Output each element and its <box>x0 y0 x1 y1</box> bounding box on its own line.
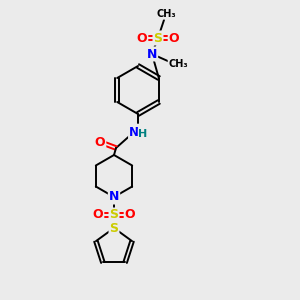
Text: S: S <box>154 32 163 44</box>
Text: N: N <box>147 47 157 61</box>
Text: O: O <box>125 208 135 221</box>
Text: O: O <box>93 208 103 221</box>
Text: O: O <box>169 32 179 44</box>
Text: CH₃: CH₃ <box>168 59 188 69</box>
Text: N: N <box>129 125 139 139</box>
Text: CH₃: CH₃ <box>156 9 176 19</box>
Text: H: H <box>138 129 148 139</box>
Text: O: O <box>137 32 147 44</box>
Text: O: O <box>95 136 105 148</box>
Text: S: S <box>110 208 118 221</box>
Text: N: N <box>109 190 119 203</box>
Text: S: S <box>110 221 118 235</box>
